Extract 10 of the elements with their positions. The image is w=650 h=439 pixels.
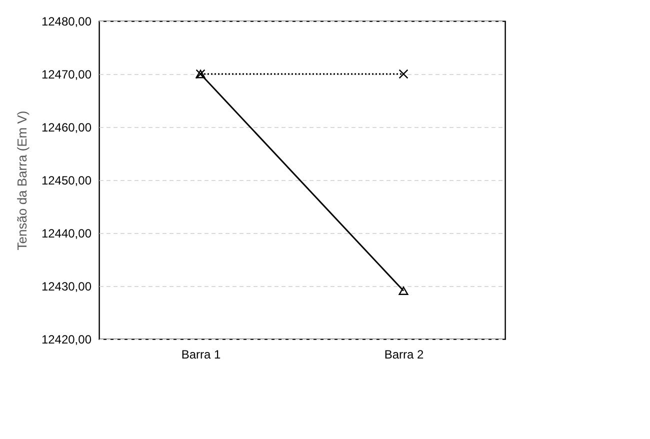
y-tick-label: 12480,00 [41,14,92,28]
y-tick-label: 12460,00 [41,120,92,134]
y-tick-label: 12450,00 [41,174,92,188]
x-tick-label: Barra 2 [384,348,424,362]
y-tick-label: 12440,00 [41,226,92,240]
x-tick-label: Barra 1 [181,348,221,362]
y-tick-label: 12470,00 [41,68,92,82]
y-axis-title: Tensão da Barra (Em V) [14,110,30,250]
y-tick-label: 12420,00 [41,332,92,346]
y-tick-label: 12430,00 [41,280,92,294]
